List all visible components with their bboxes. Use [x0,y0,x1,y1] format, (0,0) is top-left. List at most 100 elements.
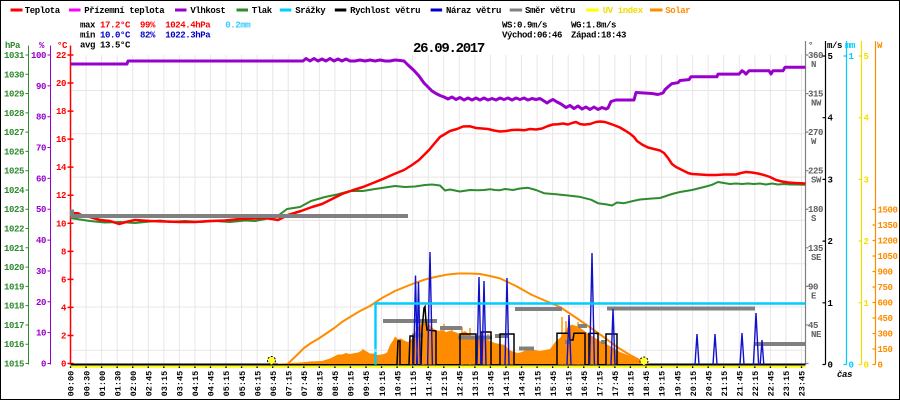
svg-text:1029: 1029 [4,90,24,100]
svg-text:21:15: 21:15 [720,371,730,397]
svg-text:1500: 1500 [878,206,898,216]
svg-text:100: 100 [31,51,46,61]
svg-text:6: 6 [61,275,66,285]
svg-text:13:15: 13:15 [471,371,481,397]
svg-text:19:15: 19:15 [658,371,668,397]
svg-text:12:45: 12:45 [456,371,466,397]
svg-text:Východ:06:46: Východ:06:46 [502,31,562,41]
svg-text:5: 5 [864,52,869,62]
svg-text:Srážky: Srážky [295,6,326,16]
svg-text:21:45: 21:45 [735,371,745,397]
svg-text:10: 10 [56,219,66,229]
svg-text:16:45: 16:45 [580,371,590,397]
svg-text:08:45: 08:45 [331,371,341,397]
svg-text:315: 315 [808,90,823,100]
svg-text:26.09.2017: 26.09.2017 [413,41,485,57]
svg-text:70: 70 [36,144,46,154]
svg-text:06:15: 06:15 [253,371,263,397]
svg-text:750: 750 [878,283,893,293]
svg-text:SW: SW [811,176,822,186]
svg-text:Vlhkost: Vlhkost [190,6,225,16]
svg-text:Náraz větru: Náraz větru [446,6,501,16]
svg-text:1031: 1031 [4,51,25,61]
svg-text:2: 2 [61,332,66,342]
svg-text:1024.4hPa: 1024.4hPa [165,21,211,31]
svg-text:1050: 1050 [878,252,898,262]
svg-text:0: 0 [61,360,66,370]
svg-text:15:15: 15:15 [533,371,543,397]
svg-text:1025: 1025 [4,167,24,177]
svg-text:0.2mm: 0.2mm [225,21,251,31]
svg-text:02:00: 02:00 [129,371,139,397]
svg-text:1022.3hPa: 1022.3hPa [165,31,211,41]
svg-text:09:45: 09:45 [362,371,372,397]
svg-text:600: 600 [878,299,893,309]
svg-text:UV index: UV index [603,6,644,16]
svg-text:20: 20 [56,79,66,89]
svg-text:16: 16 [56,135,66,145]
svg-text:07:45: 07:45 [300,371,310,397]
svg-text:1350: 1350 [878,221,898,231]
svg-text:135: 135 [808,244,823,254]
svg-text:23:15: 23:15 [782,371,792,397]
svg-text:0: 0 [864,361,869,371]
svg-text:1028: 1028 [4,109,24,119]
svg-text:hPa: hPa [5,41,21,51]
svg-text:15:45: 15:45 [549,371,559,397]
svg-text:45: 45 [808,321,818,331]
svg-text:01:30: 01:30 [113,371,123,397]
svg-text:5: 5 [828,52,833,62]
svg-text:Rychlost větru: Rychlost větru [350,6,420,16]
svg-text:30: 30 [36,267,46,277]
svg-text:12: 12 [56,191,66,201]
svg-text:450: 450 [878,314,893,324]
svg-text:N: N [811,60,816,70]
svg-text:1019: 1019 [4,282,24,292]
svg-text:0: 0 [849,361,854,371]
svg-text:180: 180 [808,205,823,215]
svg-text:m/s: m/s [827,41,842,51]
svg-text:1024: 1024 [4,186,25,196]
svg-text:17:45: 17:45 [611,371,621,397]
svg-text:20:45: 20:45 [704,371,714,397]
svg-text:1018: 1018 [4,302,24,312]
svg-text:1017: 1017 [4,321,24,331]
svg-text:22:45: 22:45 [767,371,777,397]
svg-text:1016: 1016 [4,340,24,350]
svg-text:Tlak: Tlak [252,6,273,16]
svg-text:10:15: 10:15 [378,371,388,397]
svg-text:00:30: 00:30 [82,371,92,397]
svg-text:22:15: 22:15 [751,371,761,397]
svg-text:4: 4 [864,114,870,124]
svg-text:04:15: 04:15 [191,371,201,397]
svg-text:19:45: 19:45 [673,371,683,397]
svg-text:300: 300 [878,330,893,340]
svg-text:10.0°C: 10.0°C [100,31,131,41]
svg-text:360: 360 [808,51,823,61]
svg-text:3: 3 [864,175,869,185]
svg-text:14:15: 14:15 [502,371,512,397]
svg-text:20: 20 [36,298,46,308]
svg-text:1027: 1027 [4,128,24,138]
svg-text:150: 150 [878,345,893,355]
svg-text:0: 0 [41,360,46,370]
svg-text:SE: SE [811,253,822,263]
svg-text:WS:0.9m/s: WS:0.9m/s [502,21,547,31]
svg-text:18: 18 [56,107,66,117]
svg-text:W: W [877,41,883,51]
svg-text:18:15: 18:15 [627,371,637,397]
svg-text:90: 90 [36,82,46,92]
svg-text:1: 1 [849,52,855,62]
svg-text:00:00: 00:00 [67,371,77,397]
svg-text:Teplota: Teplota [25,6,61,16]
svg-text:avg: avg [80,41,95,51]
svg-text:80: 80 [36,113,46,123]
svg-text:04:45: 04:45 [207,371,217,397]
svg-text:22: 22 [56,51,66,61]
svg-text:14:45: 14:45 [518,371,528,397]
svg-text:1020: 1020 [4,263,24,273]
svg-text:W: W [811,137,817,147]
svg-text:06:45: 06:45 [269,371,279,397]
svg-text:1015: 1015 [4,360,24,370]
svg-text:čas: čas [837,370,852,380]
